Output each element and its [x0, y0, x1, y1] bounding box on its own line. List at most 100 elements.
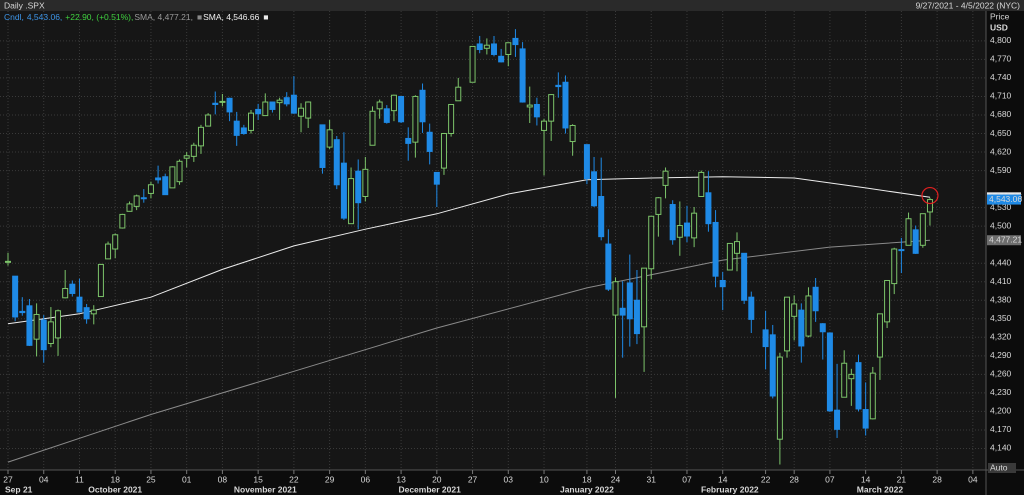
sma-badge-bg — [987, 235, 1021, 246]
candle-body — [591, 171, 598, 207]
candle-body — [862, 409, 869, 429]
candle-body — [55, 310, 62, 339]
candle-body — [326, 129, 333, 148]
candle-body — [784, 296, 791, 352]
candle-body — [583, 144, 590, 180]
candle-body — [390, 94, 397, 112]
candle-body — [555, 84, 562, 88]
x-tick-label: 18 — [110, 474, 120, 484]
candle-body — [841, 362, 848, 398]
candle-body — [598, 196, 605, 238]
highlight-ring — [921, 186, 939, 205]
candle-body — [476, 43, 483, 51]
y-tick-label: 4,410 — [990, 276, 1012, 286]
candle-body — [140, 197, 147, 200]
candle-body — [276, 99, 283, 104]
candle-body — [705, 192, 712, 225]
candle-body — [698, 171, 705, 198]
y-tick-label: 4,650 — [990, 128, 1012, 138]
month-label: October 2021 — [88, 484, 142, 494]
candle-body — [483, 44, 490, 49]
candle-body — [176, 160, 183, 183]
sma-line — [7, 176, 931, 325]
legend-text: +22.90, (+0.51%), — [65, 12, 133, 22]
y-tick-label: 4,170 — [990, 424, 1012, 434]
x-tick-label: 14 — [861, 474, 871, 484]
candle-body — [712, 221, 719, 277]
candle-body — [112, 234, 119, 250]
x-tick-label: 28 — [932, 474, 942, 484]
chart-title: Daily .SPX — [4, 0, 45, 10]
candle-body — [433, 171, 440, 185]
candle-body — [233, 120, 240, 136]
candle-body — [626, 282, 633, 320]
candle-body — [612, 281, 619, 316]
candle-body — [562, 81, 569, 129]
autoscale-button[interactable] — [988, 463, 1016, 473]
candle-body — [290, 94, 297, 114]
y-tick-label: 4,230 — [990, 387, 1012, 397]
month-label: January 2022 — [560, 484, 614, 494]
legend-text: 4,543.06, — [27, 12, 62, 22]
candle-body — [869, 372, 876, 420]
candle-body — [533, 103, 540, 118]
candle-body — [905, 218, 912, 246]
candle-body — [512, 37, 519, 46]
y-tick-label: 4,500 — [990, 220, 1012, 230]
candle-body — [912, 229, 919, 254]
x-tick-label: 20 — [432, 474, 442, 484]
candle-body — [440, 133, 447, 169]
candle-body — [33, 313, 40, 340]
month-label: Sep 21 — [5, 484, 33, 494]
candle-body — [340, 162, 347, 219]
candle-body — [197, 126, 204, 147]
month-label: March 2022 — [857, 484, 904, 494]
y-tick-label: 4,440 — [990, 257, 1012, 267]
x-tick-label: 25 — [146, 474, 156, 484]
plot-area — [0, 11, 986, 470]
x-tick-label: 27 — [3, 474, 13, 484]
candle-body — [226, 97, 233, 113]
candle-body — [212, 102, 219, 105]
x-tick-label: 10 — [539, 474, 549, 484]
sma-badge: 4,477.21 — [989, 234, 1022, 244]
y-unit: USD — [990, 22, 1008, 32]
candle-body — [5, 260, 11, 263]
candle-body — [376, 101, 383, 110]
candle-body — [319, 124, 326, 168]
candle-body — [898, 249, 905, 252]
candle-body — [105, 243, 112, 260]
candle-body — [348, 178, 355, 225]
candle-body — [619, 307, 626, 316]
candle-body — [748, 296, 755, 320]
legend-text: SMA, 4,477.21, — [134, 12, 193, 22]
candle-body — [205, 114, 212, 127]
candle-body — [769, 334, 776, 397]
y-tick-label: 4,260 — [990, 369, 1012, 379]
candle-body — [240, 127, 247, 135]
y-tick-label: 4,590 — [990, 165, 1012, 175]
y-tick-label: 4,740 — [990, 72, 1012, 82]
candle-body — [126, 203, 133, 212]
x-tick-label: 04 — [39, 474, 49, 484]
month-label: December 2021 — [398, 484, 461, 494]
y-tick-label: 4,320 — [990, 332, 1012, 342]
candle-body — [455, 86, 462, 102]
x-tick-label: 11 — [75, 474, 84, 484]
candle-body — [412, 95, 419, 143]
candle-body — [383, 108, 390, 123]
candle-body — [605, 243, 612, 290]
y-tick-label: 4,530 — [990, 202, 1012, 212]
candle-body — [83, 307, 90, 320]
x-tick-label: 04 — [968, 474, 978, 484]
candle-body — [855, 362, 862, 410]
candle-body — [633, 299, 640, 335]
x-tick-label: 13 — [396, 474, 406, 484]
autoscale-label[interactable]: Auto — [990, 462, 1008, 472]
candle-body — [97, 263, 104, 298]
y-tick-label: 4,290 — [990, 350, 1012, 360]
x-tick-label: 18 — [582, 474, 592, 484]
candle-body — [669, 204, 676, 241]
x-tick-label: 31 — [647, 474, 657, 484]
